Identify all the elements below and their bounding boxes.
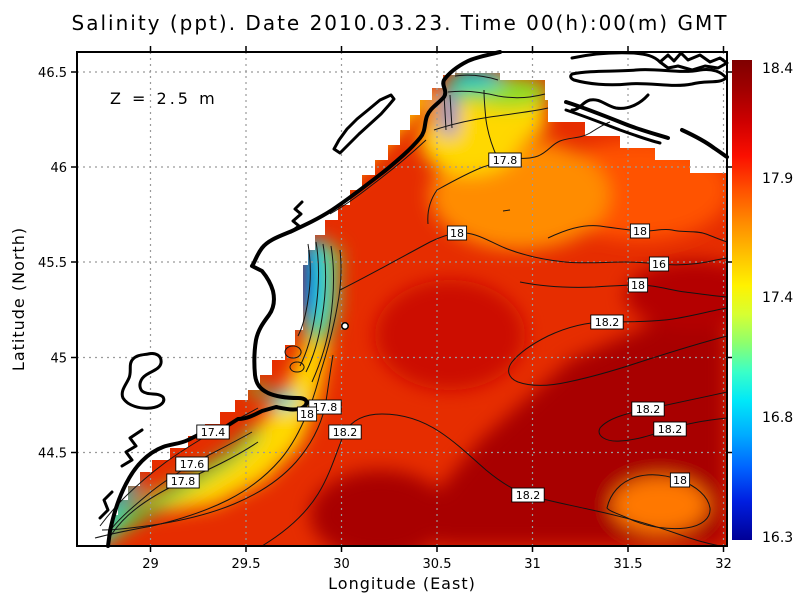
contour-label-box	[166, 473, 200, 489]
x-tick-label: 31	[524, 557, 541, 572]
colorbar-gradient	[732, 60, 752, 540]
x-tick-label: 30.5	[423, 557, 452, 572]
contour-labels: 17.818 18161818.218.218.217.81818.217.417…	[166, 152, 691, 503]
contour-label: 18.2	[595, 316, 620, 329]
contour-label: 18	[450, 227, 464, 240]
contour-label-box	[446, 225, 468, 241]
contour-label: 18.2	[333, 426, 358, 439]
colorbar-label: 17.4	[762, 290, 793, 306]
y-tick-label: 45.5	[38, 256, 67, 271]
x-tick-label: 29.5	[232, 557, 261, 572]
spit-island	[332, 93, 396, 155]
coast-jagged-segment-2	[120, 428, 144, 468]
colorbar-label: 18.4	[762, 61, 793, 77]
y-tick-label: 46.5	[38, 66, 67, 81]
coastline	[98, 50, 729, 548]
island-band	[569, 68, 728, 87]
contour-label: 18	[300, 408, 314, 421]
contour-label-box	[653, 421, 687, 437]
contour-label: 17.6	[180, 458, 205, 471]
coast-right	[680, 128, 729, 159]
colorbar: 18.4 17.9 17.4 16.8 16.3	[732, 60, 793, 546]
contour-label: 17.8	[313, 401, 338, 414]
x-tick-label: 31.5	[614, 557, 643, 572]
contour-label: 17.8	[171, 475, 196, 488]
colorbar-labels: 18.4 17.9 17.4 16.8 16.3	[762, 61, 793, 546]
axis-ticks	[71, 46, 733, 552]
spit-upper	[564, 100, 670, 140]
y-axis-title: Latitude (North)	[9, 227, 28, 371]
contour-label-box	[511, 487, 545, 503]
island-top-1	[658, 51, 729, 72]
contour-label-box	[627, 277, 649, 293]
contour-label: 18.2	[658, 423, 683, 436]
contour-label-box	[175, 456, 209, 472]
colorbar-label: 16.8	[762, 410, 793, 426]
y-tick-label: 45	[50, 352, 67, 367]
contour-label: 17.4	[201, 426, 226, 439]
colorbar-label: 16.3	[762, 530, 793, 546]
contour-label: 18	[673, 474, 687, 487]
contour-label: 18	[631, 279, 645, 292]
contour-label-box	[296, 406, 318, 422]
contour-label-box	[328, 424, 362, 440]
y-tick-label: 46	[50, 161, 67, 176]
plot-frame	[76, 51, 728, 547]
x-tick-label: 30	[333, 557, 350, 572]
contour-label-box	[196, 424, 230, 440]
island-top-2	[570, 51, 662, 64]
contour-label-box	[629, 223, 651, 239]
x-axis-title: Longitude (East)	[328, 574, 476, 593]
colorbar-label: 17.9	[762, 171, 793, 187]
coast-jagged-segment	[289, 200, 304, 234]
contour-label-box	[669, 472, 691, 488]
contour-label: 18.2	[636, 403, 661, 416]
main-coastline	[106, 50, 502, 548]
contour-label-box	[488, 152, 522, 168]
spit-lower	[564, 108, 662, 145]
contour-label: 18.2	[516, 489, 541, 502]
x-tick-label: 32	[715, 557, 732, 572]
page-title: Salinity (ppt). Date 2010.03.23. Time 00…	[72, 11, 729, 35]
contour-label-box	[648, 256, 670, 272]
lagoon-outline	[120, 352, 166, 410]
axis-tick-labels: 29 29.5 30 30.5 31 31.5 32 46.5 46 45.5 45 44.5	[38, 66, 732, 572]
contour-label-box	[590, 314, 624, 330]
contour-label: 18	[633, 225, 647, 238]
contour-label: 16	[652, 258, 666, 271]
y-tick-label: 44.5	[38, 447, 67, 462]
contour-label-box	[631, 401, 665, 417]
coast-jagged-segment-3	[98, 490, 114, 520]
station-marker	[341, 322, 349, 330]
depth-annotation: Z = 2.5 m	[110, 89, 218, 108]
x-tick-label: 29	[142, 557, 159, 572]
contour-label: 17.8	[493, 154, 518, 167]
